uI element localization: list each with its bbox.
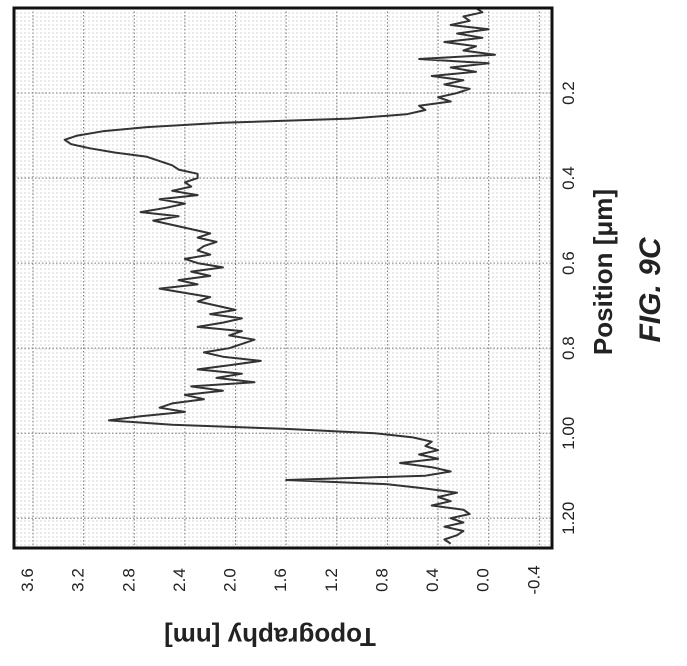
- series-line-0: [63, 7, 496, 545]
- x-tick-label: 0.8: [559, 336, 578, 360]
- y-tick-label: 3.6: [18, 568, 37, 592]
- series-layer: [63, 7, 496, 545]
- plot-frame: [12, 6, 554, 550]
- plot-area: [14, 8, 552, 548]
- x-axis-title: Position [μm]: [588, 189, 618, 355]
- x-tick-label: 0.2: [559, 81, 578, 105]
- x-tick-label: 1.00: [559, 417, 578, 450]
- y-tick-label: 0.4: [423, 568, 442, 592]
- y-tick-label: -0.4: [524, 565, 543, 594]
- y-tick-label: 1.6: [271, 568, 290, 592]
- y-tick-label: 1.2: [322, 568, 341, 592]
- grid-lines: [14, 8, 552, 548]
- y-tick-label: 3.2: [69, 568, 88, 592]
- x-tick-label: 0.6: [559, 251, 578, 275]
- y-tick-label: 2.0: [221, 568, 240, 592]
- tick-labels: 0.2 0.4 0.6 0.8 1.00 1.20 -0.4 0.0 0.4 0.8 1.2 1.6 2…: [18, 81, 578, 594]
- y-tick-label: 0.8: [372, 568, 391, 592]
- figure-label: FIG. 9C: [634, 236, 667, 342]
- x-tick-label: 1.20: [559, 502, 578, 535]
- y-tick-label: 2.4: [170, 568, 189, 592]
- y-tick-label: 0.0: [474, 568, 493, 592]
- y-axis-title: Topography [nm]: [164, 622, 376, 652]
- y-tick-label: 2.8: [119, 568, 138, 592]
- x-tick-label: 0.4: [559, 166, 578, 190]
